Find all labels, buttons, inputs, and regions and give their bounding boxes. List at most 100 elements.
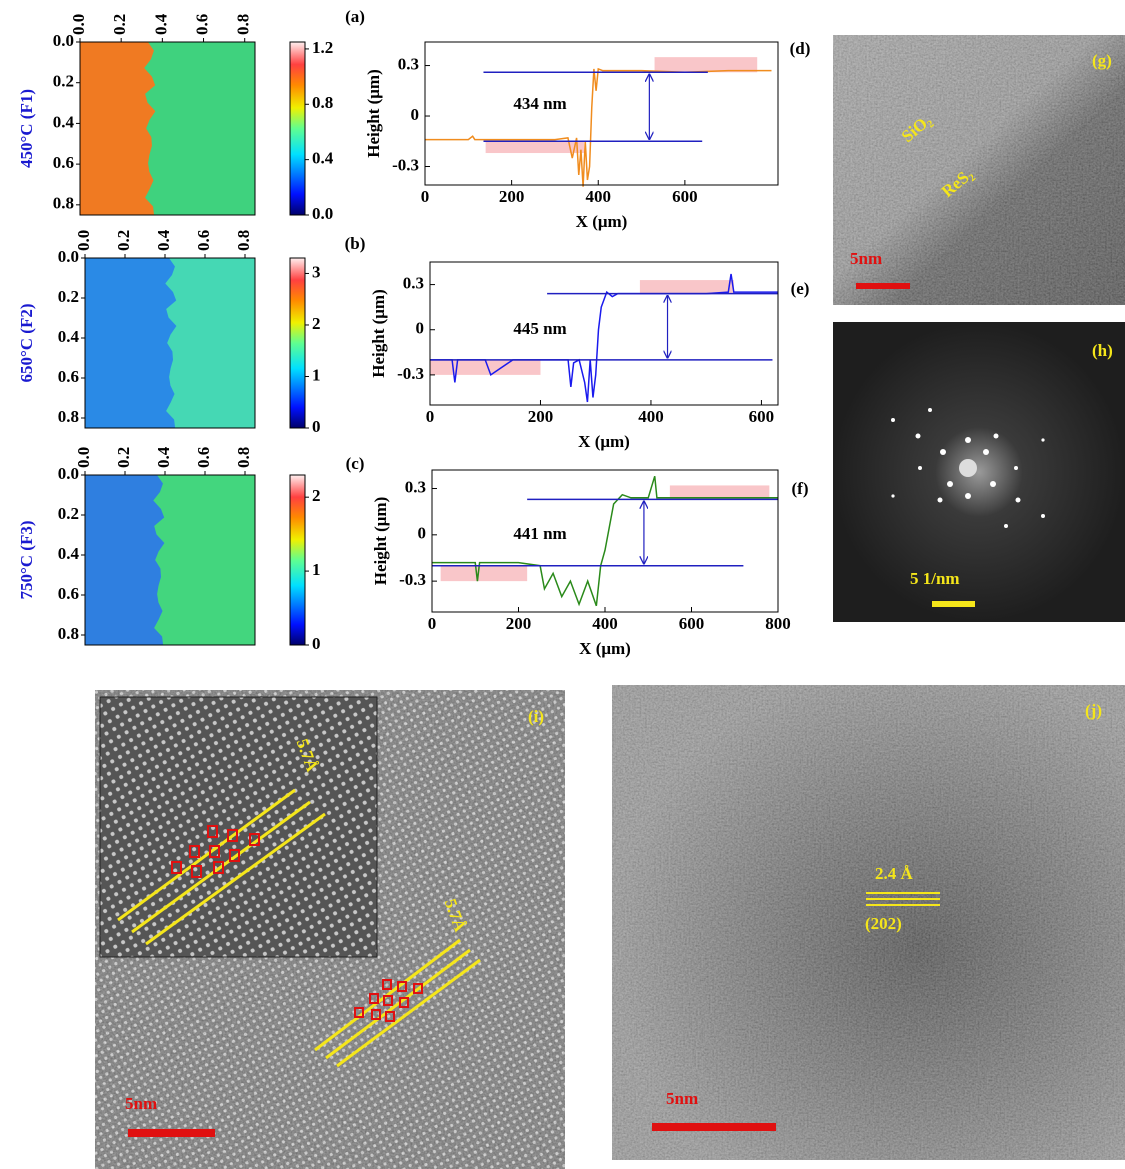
colorbar-label: 1 [312,365,321,384]
colorbar-label: 0.4 [312,149,334,168]
y-tick-label: -0.3 [399,570,426,589]
scale-label: 5 1/nm [910,569,960,588]
y-tick-label: 0.8 [58,624,79,643]
colorbar-label: 0 [312,417,321,436]
y-tick-label: 0.2 [53,72,74,91]
y-tick-label: 0.4 [58,327,80,346]
colorbar-label: 1.2 [312,38,333,57]
colorbar [290,475,305,645]
x-tick-label: 0.8 [234,14,253,35]
colorbar-label: 1 [312,560,321,579]
colorbar-label: 0.8 [312,93,333,112]
colorbar-label: 0 [312,634,321,653]
y-tick-label: 0.3 [403,273,424,292]
x-tick-label: 0.6 [192,14,211,35]
x-tick-label: 0.2 [114,447,133,468]
row-label: 450°C (F1) [17,89,36,168]
map-region [80,42,155,215]
scale-label: 5nm [125,1094,157,1113]
level-band [441,566,528,581]
y-axis-label: Height (μm) [369,289,388,377]
y-axis-label: Height (μm) [371,497,390,585]
y-tick-label: 0 [416,319,425,338]
row-label: 650°C (F2) [17,303,36,382]
x-tick-label: 0.4 [151,13,170,35]
panel-j: (j) 2.4 Å (202) 5nm [612,685,1125,1160]
x-tick-label: 400 [586,187,612,206]
y-tick-label: 0.3 [398,54,419,73]
x-tick-label: 400 [638,407,664,426]
x-tick-label: 800 [765,614,791,633]
fft-image [833,322,1125,622]
x-tick-label: 200 [499,187,525,206]
y-axis-label: Height (μm) [364,69,383,157]
scale-label: 5nm [850,249,882,268]
y-tick-label: 0.6 [53,153,74,172]
panel-label: (e) [791,279,810,298]
y-tick-label: 0.4 [58,544,80,563]
x-tick-label: 600 [749,407,775,426]
colorbar [290,42,305,215]
panel-g: (g) SiO₂ ReS₂ 5nm [833,35,1125,305]
y-tick-label: 0.8 [53,194,74,213]
x-tick-label: 600 [679,614,705,633]
panel-label: (b) [345,234,366,253]
plane-label: (202) [865,914,902,933]
panel-label: (a) [345,7,365,26]
x-tick-label: 600 [672,187,698,206]
row-label: 750°C (F3) [17,520,36,599]
x-axis-label: X (μm) [578,432,630,451]
y-tick-label: 0 [418,524,427,543]
panel-label: (c) [346,454,365,473]
y-tick-label: -0.3 [397,364,424,383]
level-band [430,360,540,375]
panel-label: (f) [792,479,809,498]
x-axis-label: X (μm) [576,212,628,231]
colorbar [290,258,305,428]
x-axis-label: X (μm) [579,639,631,658]
y-tick-label: 0.6 [58,584,79,603]
x-tick-label: 0.4 [154,446,173,468]
profile-chart: 0 200 400 600 -0.3 0 0.3 X (μm) Height (μm) 445 n… [369,262,810,451]
panel-i: (i) 5.7Å 5.7Å 5nm [95,690,565,1169]
map-region [85,258,176,428]
panel-label: (g) [1092,51,1112,70]
colorbar-label: 0.0 [312,204,333,223]
x-tick-label: 0 [421,187,430,206]
x-tick-label: 0.8 [234,447,253,468]
inset-image [100,697,377,957]
y-tick-label: 0.2 [58,287,79,306]
colorbar-label: 2 [312,486,321,505]
x-tick-label: 200 [506,614,532,633]
colorbar-label: 2 [312,314,321,333]
y-tick-label: 0 [411,105,420,124]
level-band [640,280,734,294]
panel-label: (j) [1085,701,1102,720]
profile-line [425,69,772,187]
panel-label: (i) [528,707,544,726]
x-tick-label: 0.6 [194,230,213,251]
y-tick-label: 0.0 [58,464,79,483]
y-tick-label: 0.3 [405,477,426,496]
x-tick-label: 0.8 [234,230,253,251]
colorbar-label: 3 [312,262,321,281]
y-tick-label: 0.0 [53,31,74,50]
spacing-label: 2.4 Å [875,864,914,883]
x-tick-label: 0 [426,407,435,426]
y-tick-label: -0.3 [392,155,419,174]
y-tick-label: 0.2 [58,504,79,523]
x-tick-label: 0.2 [110,14,129,35]
x-tick-label: 0.2 [114,230,133,251]
scale-label: 5nm [666,1089,698,1108]
panel-label: (h) [1092,341,1113,360]
x-tick-label: 0.4 [154,229,173,251]
step-label: 445 nm [513,319,566,338]
panel-label: (d) [790,39,811,58]
panel-h: (h) 5 1/nm [833,322,1125,622]
y-tick-label: 0.4 [53,112,75,131]
y-tick-label: 0.6 [58,367,79,386]
figure: (g) SiO₂ ReS₂ 5nm (h) 5 1/nm (i) 5.7Å 5.… [0,0,1125,1169]
x-tick-label: 200 [528,407,554,426]
